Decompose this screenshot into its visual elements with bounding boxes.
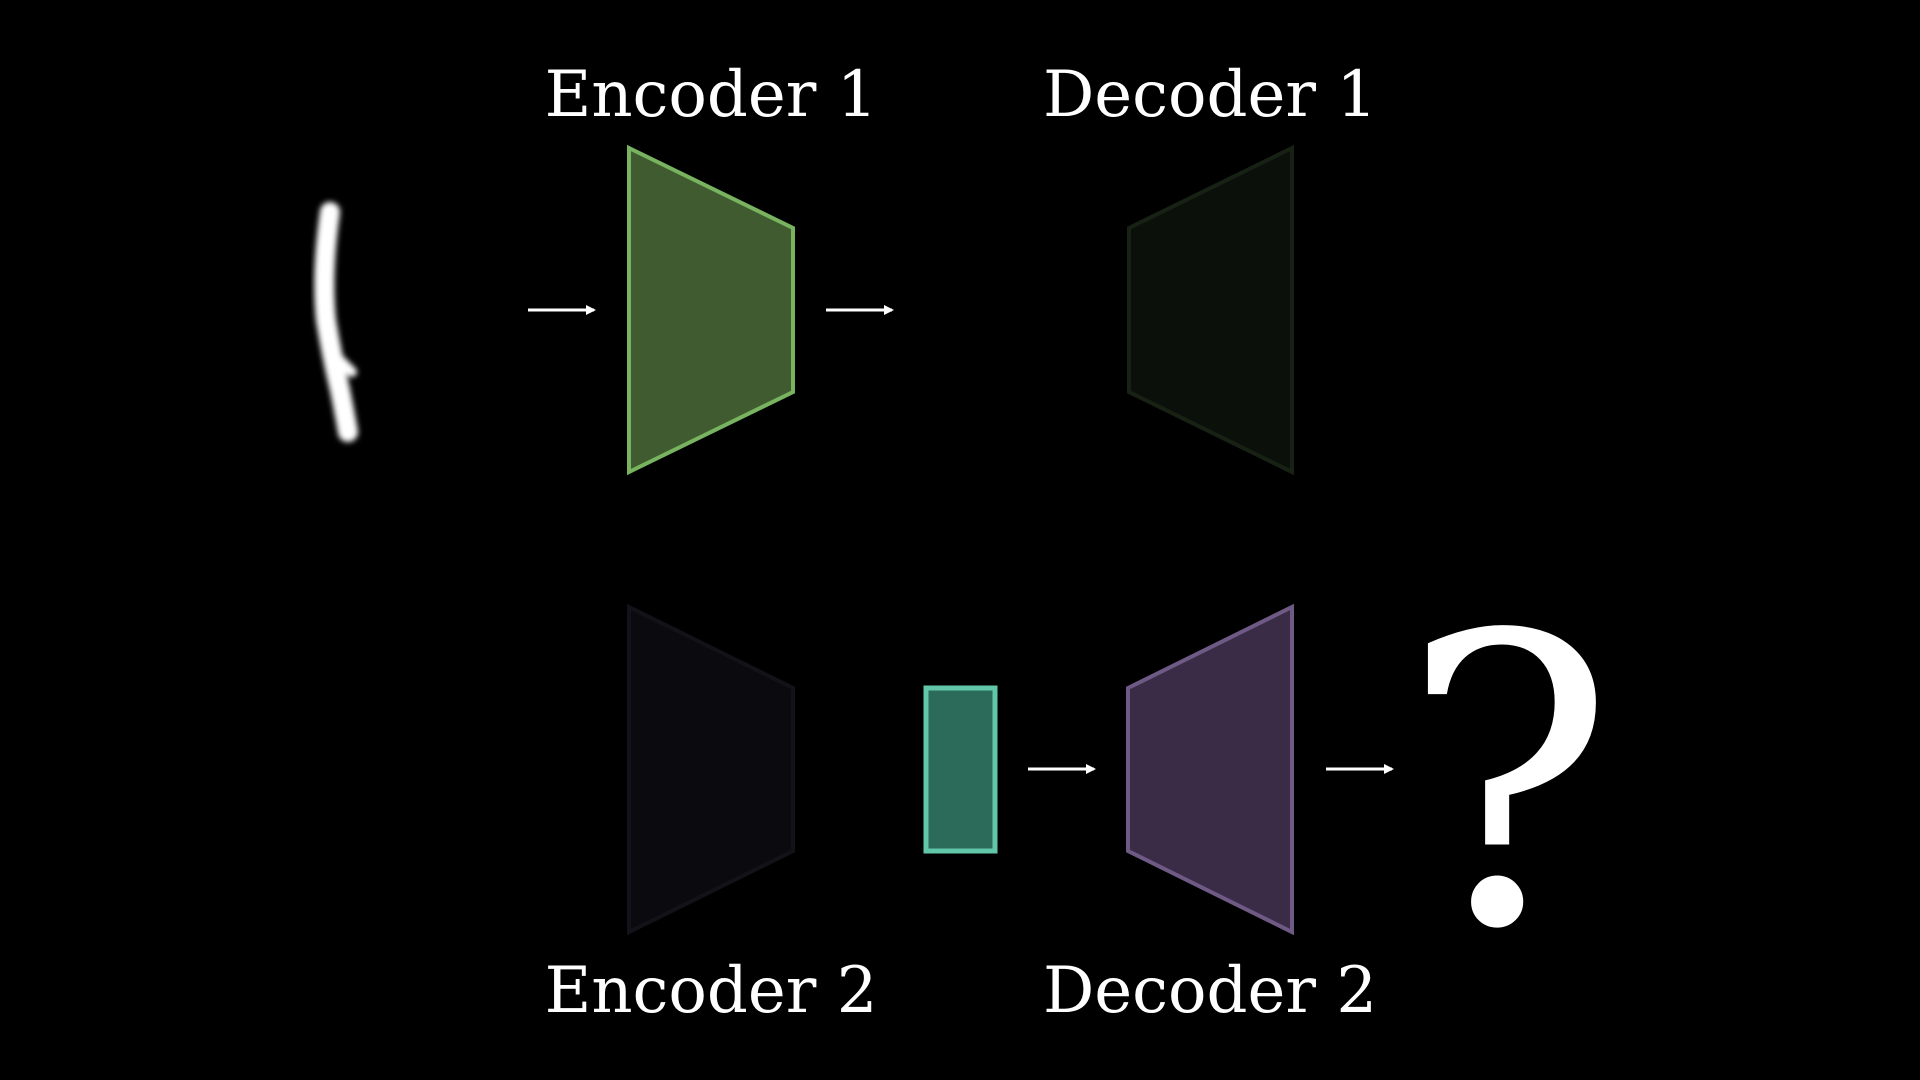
encoder-2-shape <box>627 603 795 936</box>
decoder-1-shape <box>1127 144 1294 476</box>
encoder-1-label: Encoder 1 <box>545 58 878 132</box>
output-question-mark: ? <box>1401 552 1615 1017</box>
input-digit-image <box>314 202 358 442</box>
decoder-2-shape <box>1126 603 1294 936</box>
encoder-1-shape <box>627 144 795 476</box>
latent-code-box <box>923 685 998 854</box>
encoder-2-label: Encoder 2 <box>545 954 878 1028</box>
decoder-2-label: Decoder 2 <box>1043 954 1377 1028</box>
decoder-1-label: Decoder 1 <box>1043 58 1377 132</box>
